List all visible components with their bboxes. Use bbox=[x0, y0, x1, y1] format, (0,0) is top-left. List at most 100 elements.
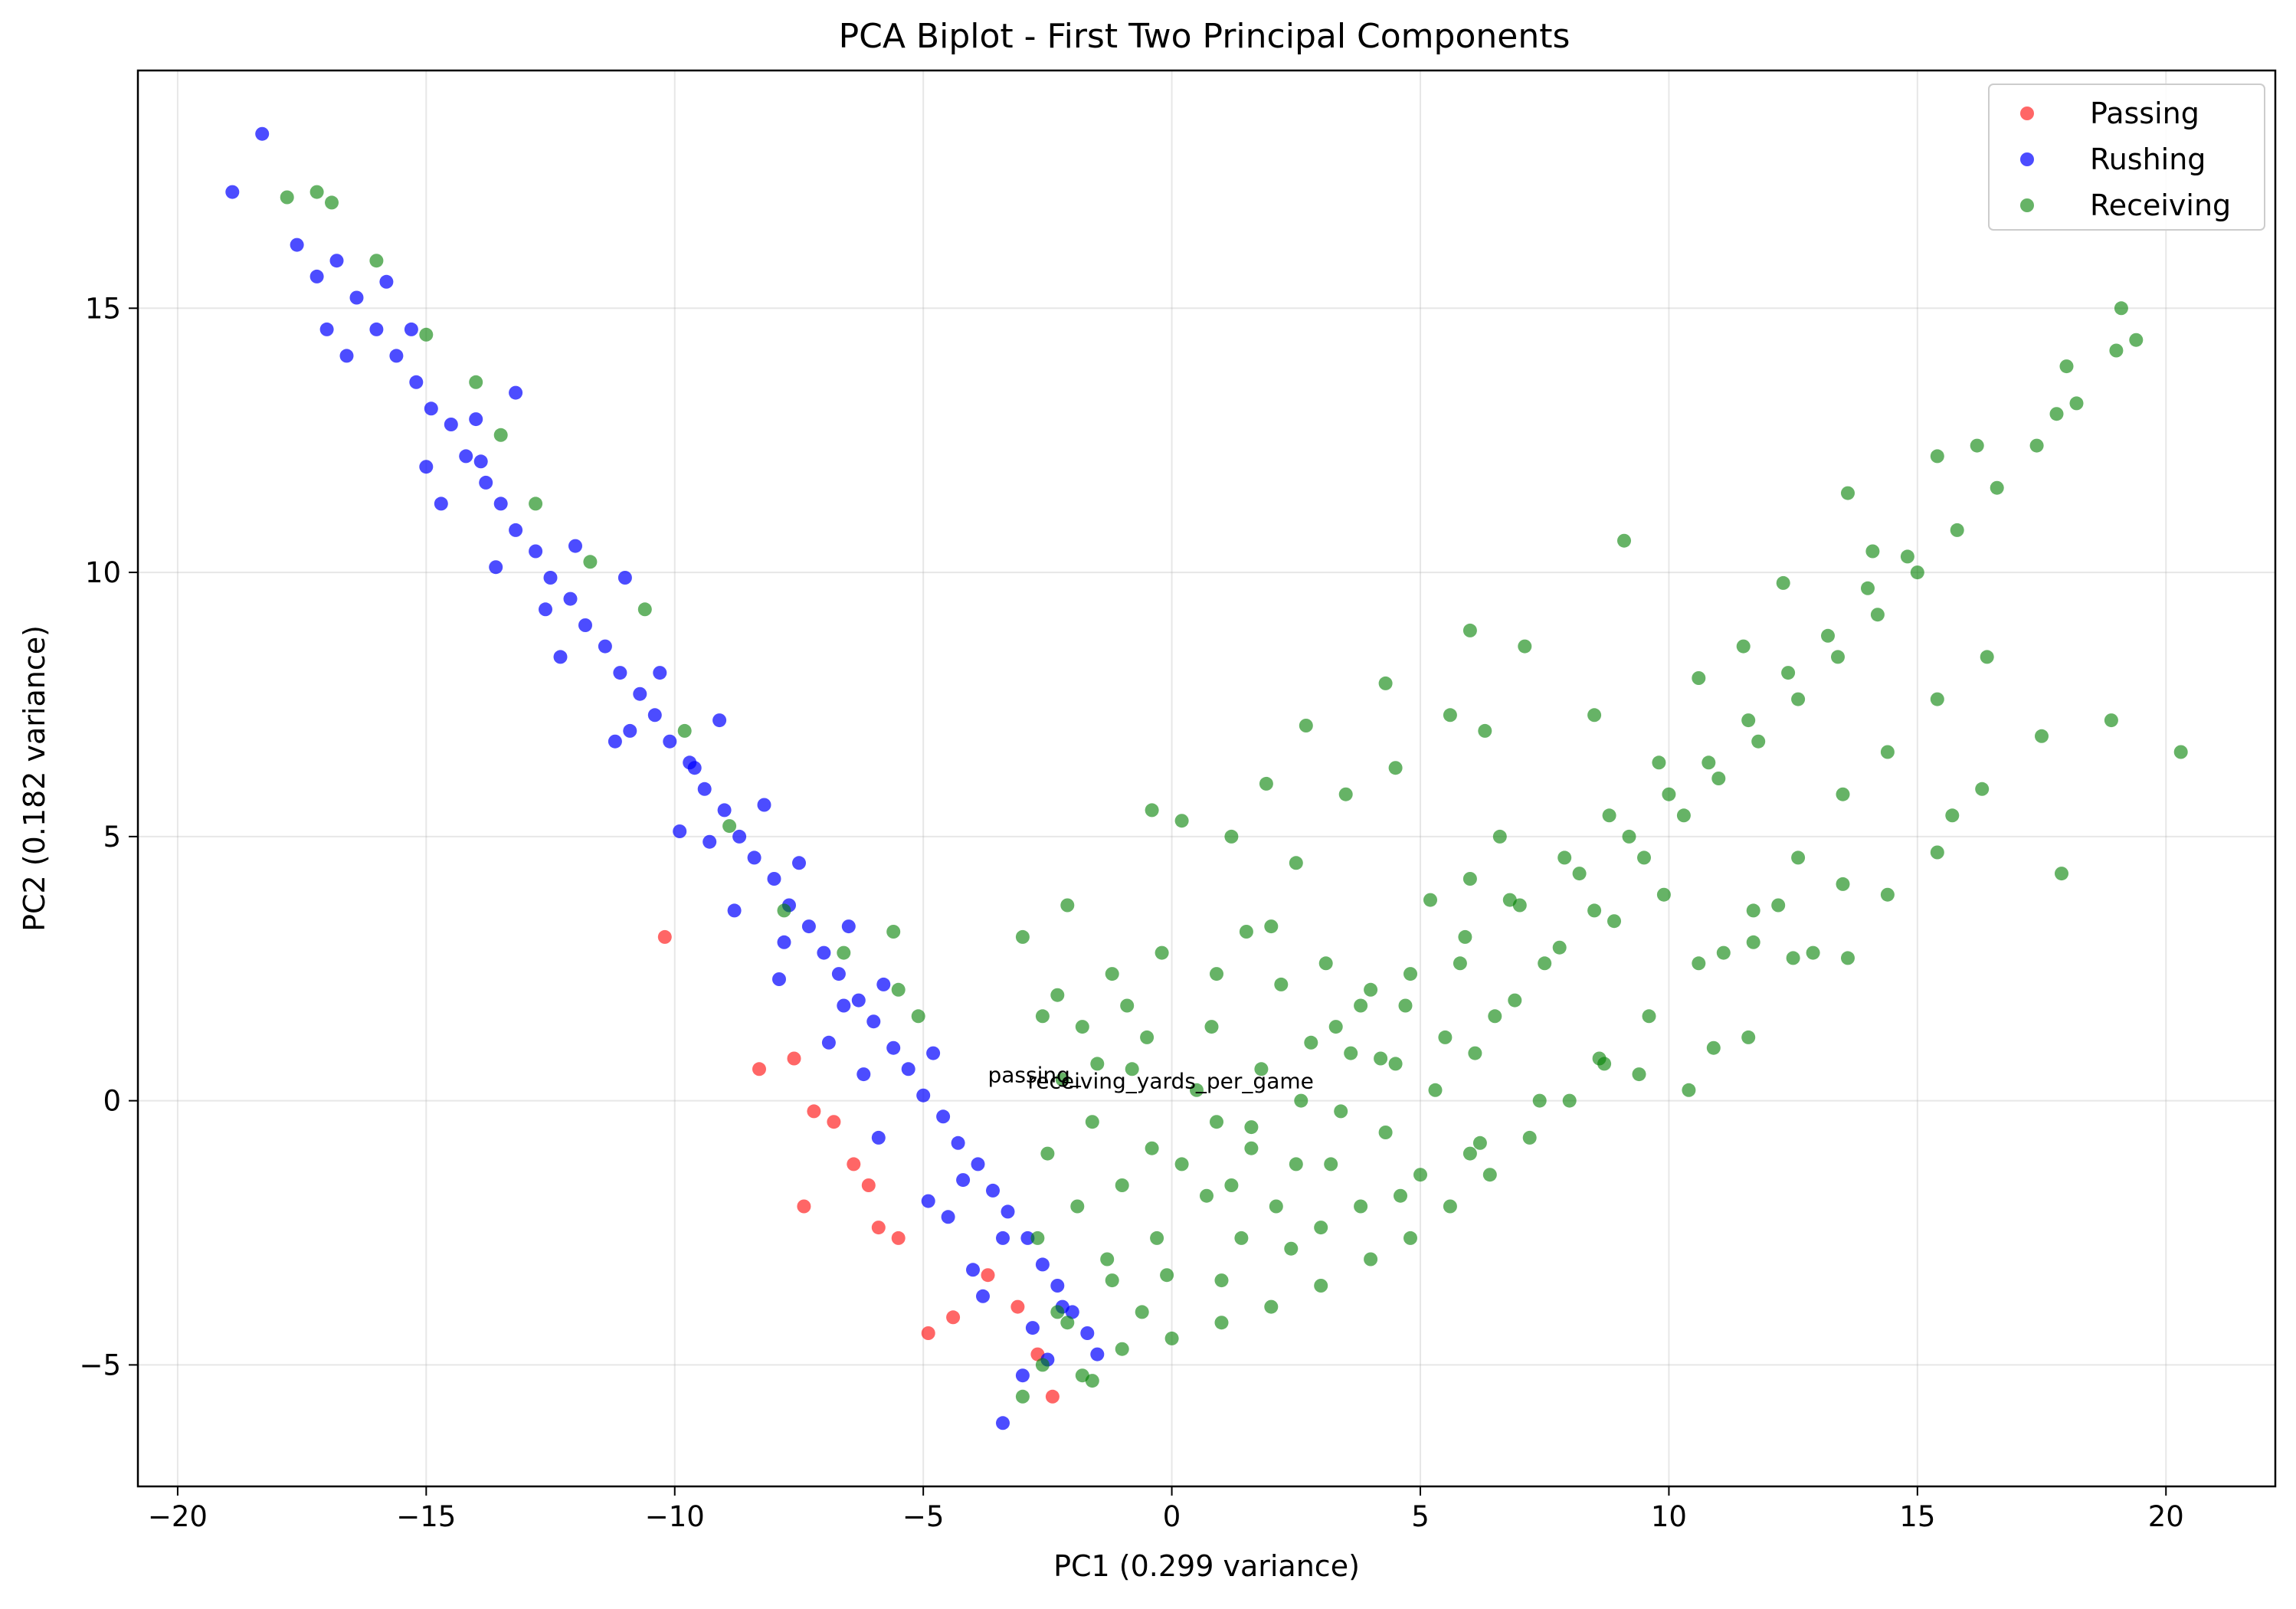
data-point-rushing bbox=[419, 460, 434, 474]
data-point-receiving bbox=[419, 327, 434, 342]
data-point-passing bbox=[787, 1051, 801, 1066]
y-tick-label: 10 bbox=[85, 556, 121, 589]
x-tick-label: −10 bbox=[645, 1500, 705, 1533]
data-point-receiving bbox=[1443, 1199, 1457, 1214]
data-point-receiving bbox=[1642, 1009, 1656, 1024]
data-point-receiving bbox=[1716, 945, 1731, 960]
data-point-rushing bbox=[841, 919, 856, 934]
data-point-receiving bbox=[1428, 1083, 1443, 1097]
data-point-receiving bbox=[1075, 1020, 1089, 1034]
data-point-receiving bbox=[1652, 755, 1666, 770]
data-point-rushing bbox=[369, 322, 384, 336]
data-point-rushing bbox=[1090, 1347, 1105, 1362]
x-tick-label: 0 bbox=[1163, 1500, 1181, 1533]
data-point-receiving bbox=[1518, 639, 1532, 654]
data-point-receiving bbox=[1140, 1030, 1155, 1044]
data-point-receiving bbox=[1736, 639, 1751, 654]
data-point-receiving bbox=[1050, 988, 1065, 1002]
data-point-receiving bbox=[2129, 333, 2144, 347]
data-point-receiving bbox=[1841, 486, 1855, 500]
data-point-receiving bbox=[1214, 1273, 1229, 1288]
data-point-rushing bbox=[329, 254, 344, 268]
data-point-receiving bbox=[369, 254, 384, 268]
data-point-rushing bbox=[389, 349, 404, 363]
data-point-receiving bbox=[1274, 977, 1289, 991]
data-point-rushing bbox=[479, 475, 493, 490]
data-point-receiving bbox=[1522, 1130, 1537, 1145]
data-point-receiving bbox=[1880, 887, 1895, 902]
plot-frame bbox=[136, 69, 2277, 1488]
data-point-rushing bbox=[986, 1183, 1000, 1198]
data-point-receiving bbox=[310, 185, 324, 199]
legend-box bbox=[1988, 84, 2265, 231]
data-point-rushing bbox=[598, 639, 612, 654]
data-point-receiving bbox=[1975, 782, 1990, 796]
data-point-receiving bbox=[1781, 666, 1796, 680]
data-point-rushing bbox=[617, 571, 632, 585]
data-point-rushing bbox=[886, 1040, 901, 1055]
x-tick-label: −15 bbox=[396, 1500, 456, 1533]
data-point-rushing bbox=[831, 967, 846, 981]
data-point-rushing bbox=[578, 618, 592, 632]
data-point-receiving bbox=[1930, 845, 1944, 860]
data-point-receiving bbox=[1388, 1057, 1403, 1071]
data-point-receiving bbox=[529, 496, 543, 511]
data-point-rushing bbox=[1020, 1231, 1035, 1245]
data-point-receiving bbox=[1791, 850, 1806, 865]
data-point-receiving bbox=[1085, 1115, 1099, 1129]
data-point-receiving bbox=[583, 555, 598, 569]
data-point-rushing bbox=[255, 126, 270, 141]
data-point-receiving bbox=[1587, 903, 1602, 918]
data-point-rushing bbox=[996, 1416, 1010, 1430]
data-point-receiving bbox=[1865, 544, 1880, 559]
data-point-rushing bbox=[1015, 1368, 1030, 1383]
data-point-receiving bbox=[637, 602, 652, 617]
data-point-receiving bbox=[1155, 945, 1169, 960]
data-point-rushing bbox=[767, 872, 781, 886]
annotations: passing_receiving_yards_per_game bbox=[988, 1062, 1314, 1093]
data-point-receiving bbox=[469, 375, 483, 389]
data-point-receiving bbox=[2059, 359, 2074, 374]
data-point-receiving bbox=[1174, 1157, 1189, 1172]
data-point-rushing bbox=[856, 1067, 871, 1082]
data-point-rushing bbox=[553, 650, 568, 664]
data-point-receiving bbox=[1587, 708, 1602, 723]
chart-title: PCA Biplot - First Two Principal Compone… bbox=[839, 17, 1571, 56]
data-point-passing bbox=[981, 1268, 995, 1283]
legend-marker-rushing bbox=[2020, 152, 2034, 166]
data-point-receiving bbox=[1557, 850, 1572, 865]
data-point-receiving bbox=[1538, 956, 1552, 971]
data-point-rushing bbox=[1050, 1279, 1065, 1293]
series-receiving bbox=[280, 185, 2188, 1404]
loading-label: receiving_yards_per_game bbox=[1027, 1068, 1313, 1093]
data-point-rushing bbox=[837, 998, 851, 1013]
data-point-rushing bbox=[529, 544, 543, 559]
data-point-passing bbox=[891, 1231, 906, 1245]
data-point-rushing bbox=[409, 375, 424, 389]
data-point-receiving bbox=[1299, 719, 1313, 732]
data-point-receiving bbox=[1314, 1221, 1328, 1235]
data-point-receiving bbox=[1294, 1093, 1308, 1108]
data-point-receiving bbox=[1284, 1241, 1299, 1256]
data-point-rushing bbox=[747, 850, 762, 865]
x-tick-label: 10 bbox=[1651, 1500, 1687, 1533]
data-point-receiving bbox=[1398, 998, 1413, 1013]
data-point-rushing bbox=[956, 1173, 971, 1188]
y-tick-label: 5 bbox=[103, 821, 121, 854]
data-point-passing bbox=[827, 1115, 841, 1129]
y-axis-label: PC2 (0.182 variance) bbox=[18, 625, 51, 932]
data-point-receiving bbox=[1462, 1146, 1477, 1161]
data-point-receiving bbox=[1950, 523, 1964, 537]
data-point-rushing bbox=[379, 274, 394, 289]
data-point-rushing bbox=[801, 919, 816, 934]
data-point-receiving bbox=[1552, 940, 1567, 955]
x-tick-label: 20 bbox=[2148, 1500, 2184, 1533]
data-point-receiving bbox=[1145, 803, 1159, 818]
data-point-rushing bbox=[817, 945, 831, 960]
data-point-receiving bbox=[1791, 692, 1806, 706]
data-point-receiving bbox=[1990, 480, 2004, 495]
data-point-rushing bbox=[404, 322, 418, 336]
x-tick-label: 15 bbox=[1899, 1500, 1935, 1533]
